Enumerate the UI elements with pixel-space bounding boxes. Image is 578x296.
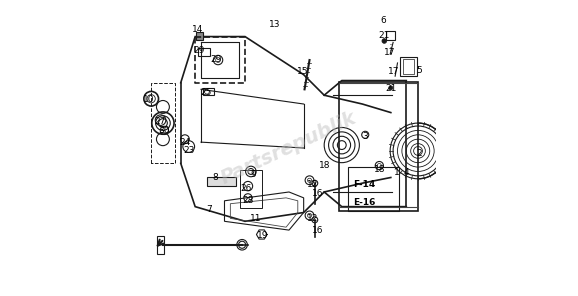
Text: 27: 27 — [154, 117, 166, 126]
Bar — [207, 177, 236, 186]
Text: 23: 23 — [183, 147, 194, 155]
Bar — [403, 59, 414, 74]
Text: 18: 18 — [373, 165, 385, 174]
Bar — [386, 31, 395, 39]
Text: 5: 5 — [417, 66, 423, 75]
Bar — [203, 88, 214, 95]
Circle shape — [382, 39, 387, 43]
Text: 13: 13 — [269, 20, 281, 29]
Bar — [196, 32, 203, 39]
Text: F-14: F-14 — [353, 180, 375, 189]
Text: 21: 21 — [386, 84, 397, 93]
Text: 16: 16 — [312, 189, 324, 198]
Text: 8: 8 — [213, 173, 218, 182]
Circle shape — [388, 86, 393, 90]
Text: 4: 4 — [403, 168, 409, 177]
Bar — [240, 170, 262, 208]
Text: 29: 29 — [210, 55, 222, 64]
Text: 18: 18 — [319, 160, 331, 170]
Text: 6: 6 — [380, 16, 386, 25]
Text: 28: 28 — [243, 196, 254, 205]
Text: 25: 25 — [201, 89, 212, 97]
Text: 16: 16 — [312, 226, 324, 235]
Text: 12: 12 — [307, 215, 318, 223]
Text: 15: 15 — [297, 67, 309, 76]
Bar — [401, 57, 417, 76]
Text: 26: 26 — [240, 184, 251, 193]
Text: 10: 10 — [143, 95, 154, 104]
Text: 17: 17 — [384, 48, 395, 57]
Text: 24: 24 — [179, 138, 191, 147]
Text: 21: 21 — [379, 30, 390, 40]
Text: 30: 30 — [158, 126, 170, 136]
Text: 17: 17 — [388, 67, 400, 76]
Text: 2: 2 — [417, 149, 423, 158]
Text: 19: 19 — [257, 231, 269, 240]
Text: 12: 12 — [307, 180, 318, 189]
Text: 29: 29 — [193, 46, 205, 55]
Text: 11: 11 — [250, 215, 262, 223]
Text: 14: 14 — [192, 25, 203, 34]
Bar — [339, 82, 418, 211]
Text: 1: 1 — [394, 168, 400, 177]
Text: 3: 3 — [362, 132, 368, 141]
Bar — [198, 48, 210, 56]
Text: 7: 7 — [206, 205, 212, 214]
Text: E-16: E-16 — [353, 198, 375, 207]
Text: Partsrepublik: Partsrepublik — [218, 108, 360, 188]
Bar — [157, 236, 164, 254]
Bar — [347, 167, 399, 211]
Text: 9: 9 — [250, 170, 256, 179]
